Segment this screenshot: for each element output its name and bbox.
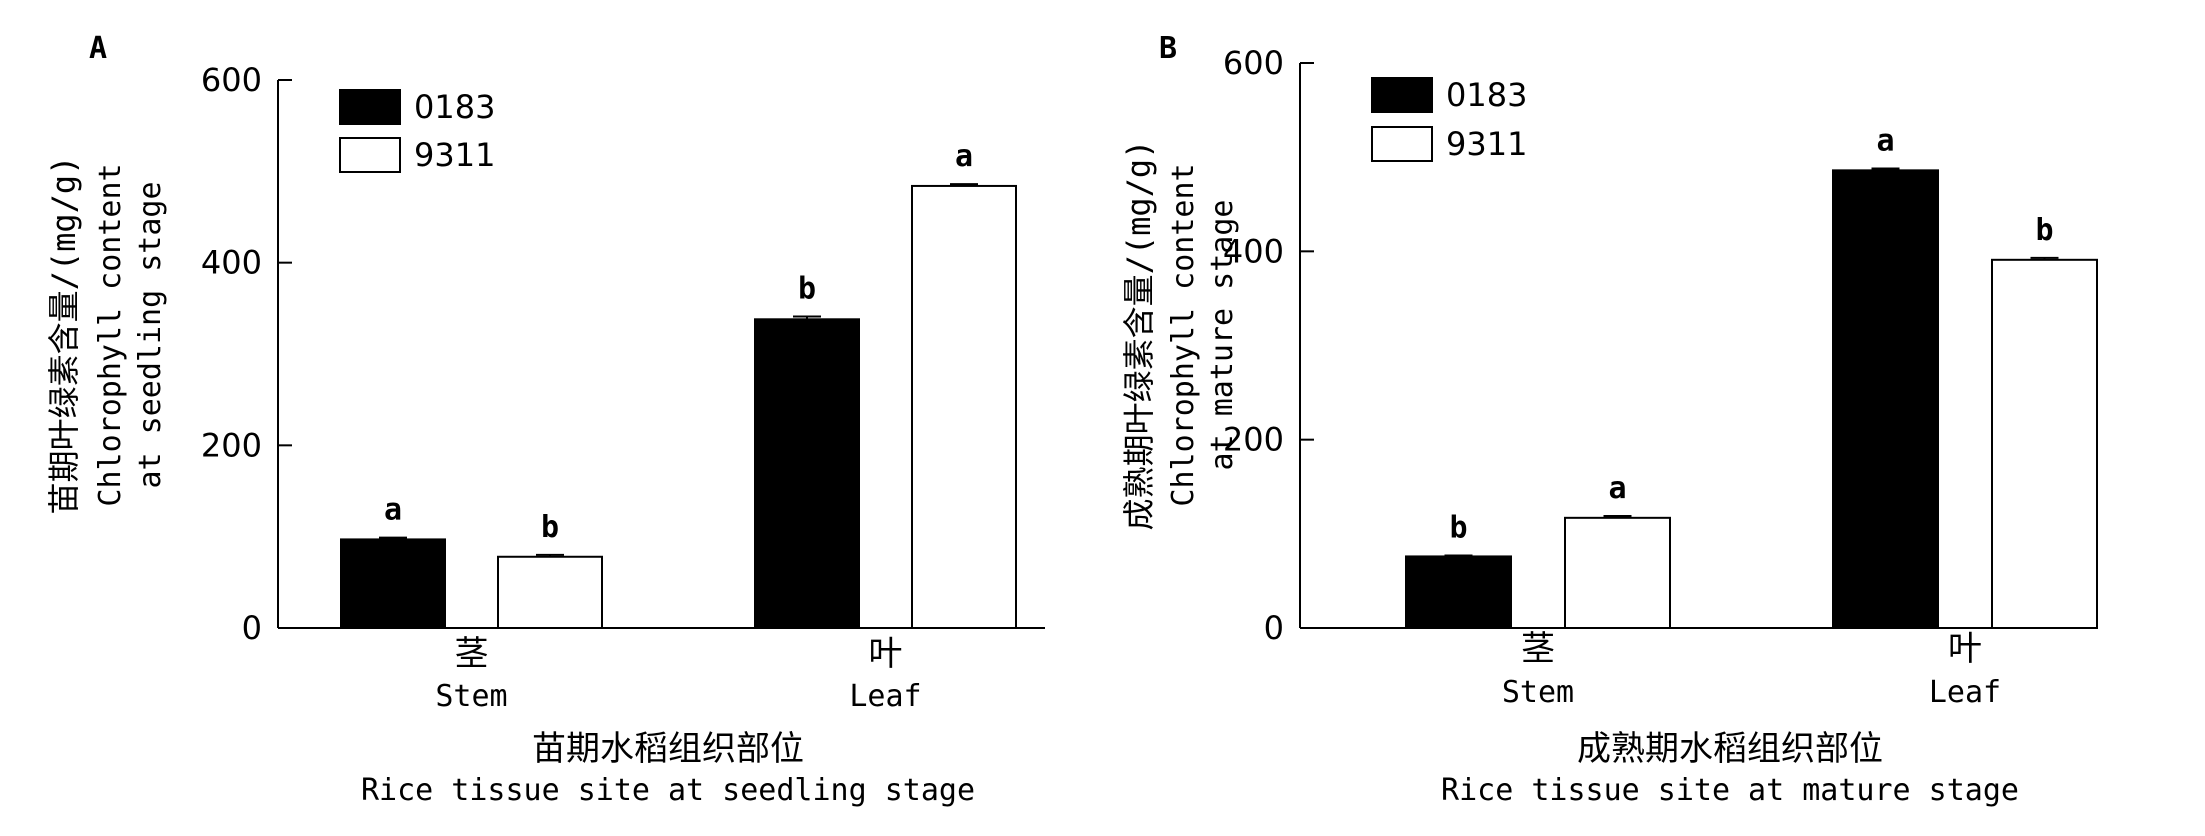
y-tick-label: 600	[201, 61, 262, 99]
bar-9311-stem	[1564, 516, 1671, 630]
significance-letter: a	[1608, 471, 1626, 506]
x-axis-title-zh: 苗期水稻组织部位	[532, 729, 804, 769]
bar-9311-stem	[497, 555, 603, 630]
y-axis-title-en-line1: Chlorophyll content	[1166, 163, 1201, 506]
y-axis-title-zh: 成熟期叶绿素含量/(mg/g)	[1120, 140, 1158, 531]
significance-letter: b	[798, 272, 816, 307]
bar-9311-leaf	[911, 184, 1017, 630]
bar-0183-stem	[340, 538, 446, 630]
y-tick-label: 400	[1223, 232, 1284, 270]
legend-label: 0183	[1446, 76, 1527, 114]
bar-0183-leaf	[1832, 169, 1939, 629]
x-category-label-en: Stem	[1502, 675, 1574, 710]
y-tick-label: 200	[201, 426, 262, 464]
bar-0183-stem	[1405, 555, 1512, 630]
y-tick-label: 400	[201, 244, 262, 282]
x-category-label-zh: 茎	[1521, 629, 1555, 669]
x-category-label-zh: 叶	[1948, 629, 1982, 669]
significance-letter: a	[955, 139, 973, 174]
legend-swatch-0183	[1371, 77, 1433, 113]
x-category-label-en: Stem	[435, 679, 507, 714]
significance-letter: a	[384, 493, 402, 528]
x-category-label-zh: 茎	[455, 634, 489, 674]
significance-letter: b	[1449, 510, 1467, 545]
y-axis-title-en-line1: Chlorophyll content	[93, 163, 128, 506]
bar-9311-leaf	[1991, 258, 2098, 629]
x-category-label-en: Leaf	[1929, 675, 2001, 710]
legend-swatch-0183	[339, 89, 401, 125]
x-axis-title-en: Rice tissue site at seedling stage	[361, 773, 975, 808]
significance-letter: b	[541, 510, 559, 545]
legend-swatch-9311	[1371, 126, 1433, 162]
x-axis-title-zh: 成熟期水稻组织部位	[1577, 729, 1883, 769]
y-tick-label: 0	[1264, 609, 1284, 647]
y-axis-title-zh: 苗期叶绿素含量/(mg/g)	[45, 156, 83, 515]
y-axis-title-en-line2: at seedling stage	[133, 181, 168, 488]
panel-label: B	[1159, 31, 1177, 66]
legend-label: 9311	[1446, 125, 1527, 163]
y-tick-label: 200	[1223, 421, 1284, 459]
x-category-label-en: Leaf	[849, 679, 921, 714]
legend-label: 0183	[414, 88, 495, 126]
y-tick-label: 600	[1223, 44, 1284, 82]
y-tick-label: 0	[242, 609, 262, 647]
x-category-label-zh: 叶	[869, 634, 903, 674]
significance-letter: a	[1876, 123, 1894, 158]
legend-label: 9311	[414, 136, 495, 174]
x-axis-title-en: Rice tissue site at mature stage	[1441, 773, 2019, 808]
panel-label: A	[89, 31, 107, 66]
significance-letter: b	[2035, 213, 2053, 248]
legend-swatch-9311	[339, 137, 401, 173]
y-axis-title-en-line2: at mature stage	[1205, 200, 1240, 471]
bar-0183-leaf	[754, 318, 860, 629]
